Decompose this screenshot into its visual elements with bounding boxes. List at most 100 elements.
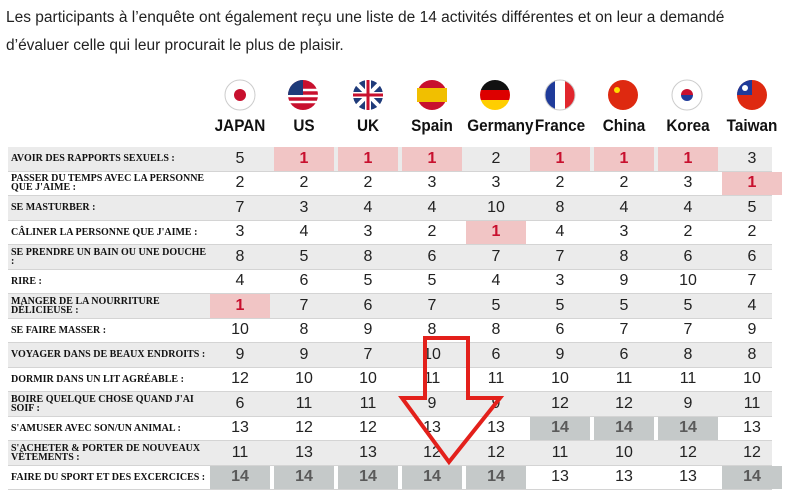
rank-cell: 13 [295, 443, 313, 461]
rank-cell: 12 [359, 419, 377, 437]
rank-cell: 12 [487, 443, 505, 461]
rank-cell: 5 [683, 296, 693, 314]
rank-cell: 11 [679, 370, 697, 388]
row-label: SE MASTURBER : [11, 202, 96, 214]
rank-cell: 4 [299, 223, 309, 241]
rank-cell: 6 [619, 345, 629, 363]
column-header: Korea [666, 116, 710, 135]
rank-cell: 7 [555, 247, 565, 265]
rank-cell: 12 [679, 443, 697, 461]
rank-cell: 1 [658, 147, 718, 171]
rank-cell: 7 [619, 321, 629, 339]
rank-cell: 14 [338, 465, 398, 489]
row-label: AVOIR DES RAPPORTS SEXUELS : [11, 153, 175, 165]
table-row: SE PRENDRE UN BAIN OU UNE DOUCHE : 8 5 8 6 7 7… [8, 245, 772, 270]
row-label: SE FAIRE MASSER : [11, 324, 107, 336]
intro-text: Les participants à l’enquête ont égaleme… [6, 9, 725, 54]
flag-spain [417, 80, 447, 110]
rank-cell: 12 [551, 394, 569, 412]
table-row: CÂLINER LA PERSONNE QUE J'AIME : 3 4 3 2 1 4 3 2… [8, 220, 772, 245]
rank-cell: 4 [491, 272, 501, 290]
rank-cell: 3 [555, 272, 565, 290]
rank-cell: 5 [235, 149, 245, 167]
row-label: BOIRE QUELQUE CHOSE QUAND J'AI SOIF : [11, 393, 194, 414]
rank-cell: 3 [683, 174, 693, 192]
rank-cell: 13 [231, 419, 249, 437]
column-header: US [293, 116, 315, 135]
flag-china [608, 80, 638, 110]
rank-cell: 4 [747, 296, 757, 314]
rank-cell: 9 [555, 345, 565, 363]
table-row: MANGER DE LA NOURRITURE DÉLICIEUSE : 1 7 6 7… [8, 294, 772, 319]
rank-cell: 10 [743, 370, 761, 388]
rank-cell: 9 [619, 272, 629, 290]
column-header: Germany [467, 116, 534, 135]
rank-cell: 8 [299, 321, 309, 339]
rank-cell: 4 [555, 223, 565, 241]
rank-cell: 8 [619, 247, 629, 265]
rank-cell: 13 [551, 468, 569, 486]
rank-cell: 3 [299, 198, 309, 216]
rank-cell: 10 [295, 370, 313, 388]
table-row: FAIRE DU SPORT ET DES EXCERCICES :14 14 14… [8, 465, 782, 490]
rank-cell: 8 [427, 321, 437, 339]
table-row: PASSER DU TEMPS AVEC LA PERSONNE QUE J'A… [8, 171, 782, 196]
table-row: SE FAIRE MASSER : 10 8 9 8 8 6 7 7 9 [8, 319, 772, 343]
rank-cell: 6 [427, 247, 437, 265]
rank-cell: 6 [363, 296, 373, 314]
rank-cell: 9 [747, 321, 757, 339]
column-header: UK [356, 116, 380, 135]
rank-cell: 9 [235, 345, 245, 363]
rank-cell: 2 [683, 223, 693, 241]
rank-cell: 2 [619, 174, 629, 192]
rank-cell: 14 [466, 465, 526, 489]
rank-cell: 3 [427, 174, 437, 192]
column-header: China [602, 116, 646, 135]
rank-cell: 6 [747, 247, 757, 265]
rank-cell: 10 [423, 345, 441, 363]
rank-cell: 14 [594, 416, 654, 440]
rank-cell: 3 [619, 223, 629, 241]
flag-france [544, 79, 576, 111]
rank-cell: 6 [235, 394, 245, 412]
rank-cell: 9 [299, 345, 309, 363]
rank-cell: 8 [747, 345, 757, 363]
row-label: S'ACHETER & PORTER DE NOUVEAUX VÊTEMENTS… [11, 442, 201, 463]
rank-cell: 4 [619, 198, 629, 216]
rank-cell: 12 [423, 443, 441, 461]
rank-cell: 6 [683, 247, 693, 265]
rank-cell: 11 [743, 394, 761, 412]
table-row: RIRE : 4 6 5 5 4 3 9 10 7 [8, 270, 772, 294]
table-row: SE MASTURBER : 7 3 4 4 10 8 4 4 5 [8, 196, 772, 221]
rank-cell: 7 [427, 296, 437, 314]
column-header: Taiwan [726, 116, 778, 135]
rank-cell: 5 [363, 272, 373, 290]
rank-cell: 1 [402, 147, 462, 171]
rank-cell: 12 [295, 419, 313, 437]
table-row: VOYAGER DANS DE BEAUX ENDROITS : 9 9 7 10 6 9 6… [8, 343, 772, 368]
rank-cell: 1 [210, 294, 270, 318]
row-label: RIRE : [11, 275, 42, 287]
rank-cell: 2 [555, 174, 565, 192]
rank-cell: 12 [615, 394, 633, 412]
rank-cell: 2 [491, 149, 501, 167]
row-label: S'AMUSER AVEC SON/UN ANIMAL : [11, 422, 181, 434]
rank-cell: 11 [487, 370, 505, 388]
rank-cell: 13 [679, 468, 697, 486]
rank-cell: 7 [299, 296, 309, 314]
rank-cell: 2 [747, 223, 757, 241]
rank-cell: 13 [743, 419, 761, 437]
rank-cell: 13 [487, 419, 505, 437]
rank-cell: 11 [359, 394, 377, 412]
rank-cell: 10 [359, 370, 377, 388]
rank-cell: 12 [231, 370, 249, 388]
rank-cell: 13 [423, 419, 441, 437]
flag-us [288, 80, 318, 110]
rank-cell: 6 [491, 345, 501, 363]
flag-japan [224, 79, 256, 111]
rank-cell: 9 [491, 394, 501, 412]
rank-cell: 13 [359, 443, 377, 461]
rank-cell: 4 [363, 198, 373, 216]
row-label: DORMIR DANS UN LIT AGRÉABLE : [11, 373, 184, 385]
rank-cell: 5 [427, 272, 437, 290]
